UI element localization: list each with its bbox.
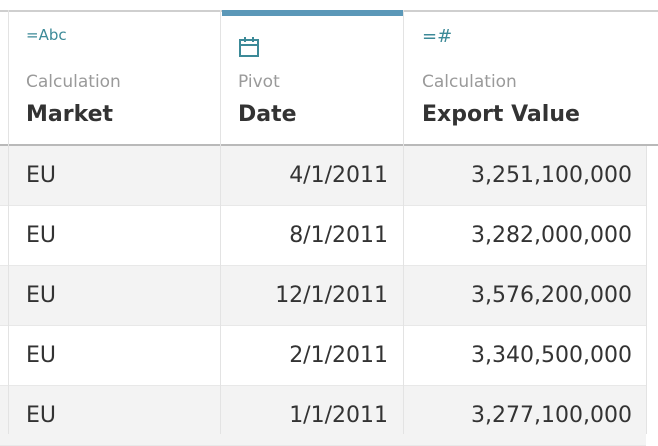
column-kind-label: Calculation (422, 72, 517, 92)
column-name: Date (238, 102, 297, 127)
selected-column-indicator (222, 10, 403, 16)
number-calculation-icon: =# (422, 26, 453, 47)
column-name: Market (26, 102, 114, 127)
cell-market: EU (26, 163, 57, 188)
cell-export-value: 3,251,100,000 (471, 163, 632, 188)
cell-export-value: 3,277,100,000 (471, 403, 632, 428)
table-row[interactable]: EU 1/1/2011 3,277,100,000 (0, 386, 646, 446)
table-row[interactable]: EU 2/1/2011 3,340,500,000 (0, 326, 646, 386)
table-row[interactable]: EU 4/1/2011 3,251,100,000 (0, 146, 646, 206)
cell-date: 1/1/2011 (289, 403, 388, 428)
column-kind-label: Pivot (238, 72, 280, 92)
column-separator[interactable] (403, 10, 404, 434)
data-grid: =Abc Calculation Market Pivot Date =# Ca… (0, 10, 658, 446)
column-separator (8, 10, 9, 434)
cell-date: 12/1/2011 (275, 283, 388, 308)
table-row[interactable]: EU 12/1/2011 3,576,200,000 (0, 266, 646, 326)
header-divider (0, 144, 658, 146)
table-row[interactable]: EU 8/1/2011 3,282,000,000 (0, 206, 646, 266)
cell-date: 2/1/2011 (289, 343, 388, 368)
cell-date: 4/1/2011 (289, 163, 388, 188)
cell-export-value: 3,576,200,000 (471, 283, 632, 308)
cell-market: EU (26, 343, 57, 368)
cell-export-value: 3,340,500,000 (471, 343, 632, 368)
column-name: Export Value (422, 102, 580, 127)
cell-market: EU (26, 223, 57, 248)
grid-right-edge (646, 146, 658, 434)
calendar-icon (238, 36, 260, 62)
column-kind-label: Calculation (26, 72, 121, 92)
cell-export-value: 3,282,000,000 (471, 223, 632, 248)
column-separator[interactable] (220, 10, 221, 434)
abc-calculation-icon: =Abc (26, 26, 67, 44)
cell-market: EU (26, 403, 57, 428)
cell-date: 8/1/2011 (289, 223, 388, 248)
cell-market: EU (26, 283, 57, 308)
